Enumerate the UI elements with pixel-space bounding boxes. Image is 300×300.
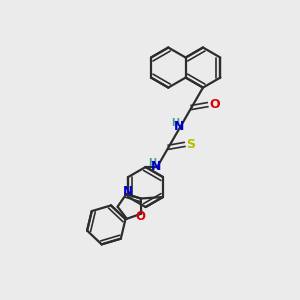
Text: O: O <box>209 98 220 111</box>
Text: O: O <box>135 210 145 223</box>
Text: N: N <box>151 160 162 173</box>
Text: N: N <box>174 120 184 133</box>
Text: N: N <box>122 185 132 198</box>
Text: S: S <box>187 138 196 151</box>
Text: H: H <box>171 118 179 128</box>
Text: H: H <box>148 158 156 168</box>
